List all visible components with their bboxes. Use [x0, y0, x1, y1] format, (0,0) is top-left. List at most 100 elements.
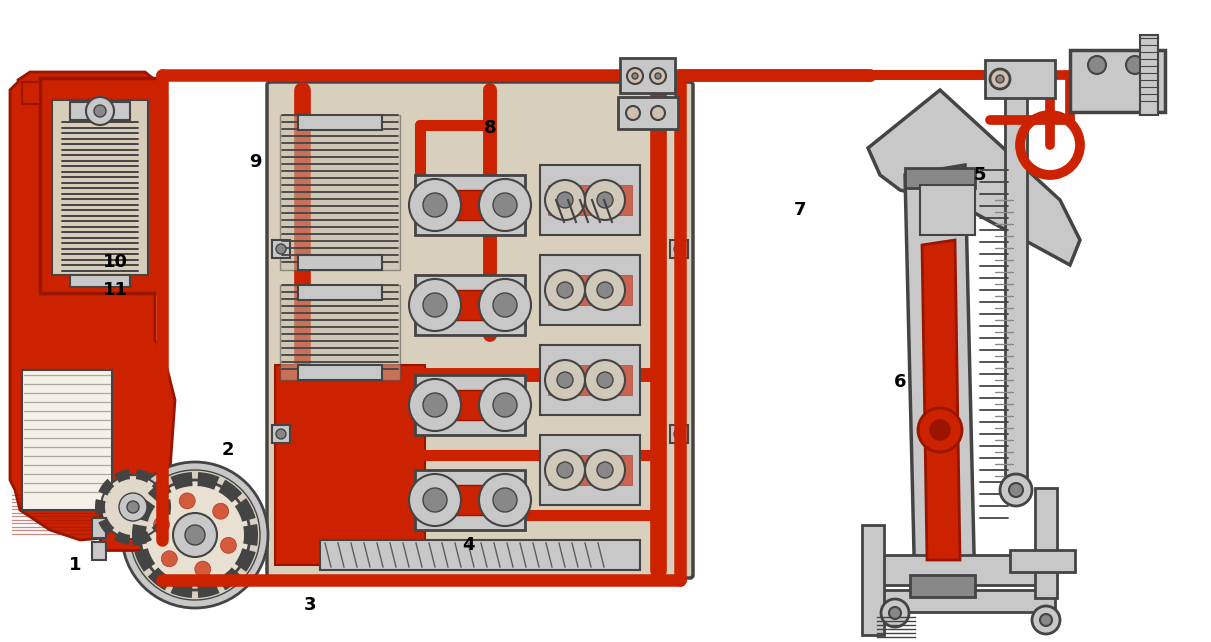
- Wedge shape: [98, 518, 114, 535]
- Bar: [540, 435, 639, 505]
- Bar: [905, 168, 975, 188]
- Bar: [40, 78, 160, 293]
- Text: 1: 1: [69, 556, 81, 574]
- Bar: [418, 290, 522, 320]
- Circle shape: [493, 393, 517, 417]
- Circle shape: [276, 429, 286, 439]
- Bar: [320, 540, 639, 570]
- Text: 2: 2: [222, 441, 234, 459]
- Bar: [418, 190, 522, 220]
- Wedge shape: [243, 524, 258, 546]
- Bar: [670, 425, 688, 443]
- Wedge shape: [151, 518, 167, 535]
- Circle shape: [585, 180, 625, 220]
- Circle shape: [545, 180, 585, 220]
- Circle shape: [493, 193, 517, 217]
- Circle shape: [1040, 614, 1052, 626]
- Bar: [415, 175, 526, 235]
- Polygon shape: [922, 240, 960, 560]
- Circle shape: [86, 97, 114, 125]
- Bar: [92, 518, 107, 538]
- Circle shape: [1087, 56, 1106, 74]
- Circle shape: [632, 73, 638, 79]
- Polygon shape: [868, 90, 1080, 265]
- Text: 11: 11: [103, 281, 127, 299]
- Wedge shape: [148, 568, 172, 591]
- Bar: [298, 285, 381, 300]
- Bar: [415, 470, 526, 530]
- Circle shape: [409, 179, 461, 231]
- Bar: [22, 82, 40, 104]
- Circle shape: [409, 279, 461, 331]
- Wedge shape: [235, 498, 256, 522]
- Bar: [418, 485, 522, 515]
- Circle shape: [626, 106, 639, 120]
- Bar: [22, 370, 111, 510]
- Circle shape: [276, 244, 286, 254]
- Circle shape: [179, 493, 195, 509]
- Bar: [920, 185, 975, 235]
- Circle shape: [995, 75, 1004, 83]
- Circle shape: [127, 501, 139, 513]
- Circle shape: [1126, 56, 1144, 74]
- Wedge shape: [218, 568, 242, 591]
- FancyBboxPatch shape: [266, 82, 693, 578]
- Bar: [418, 390, 522, 420]
- Circle shape: [627, 68, 643, 84]
- Wedge shape: [136, 469, 153, 483]
- Bar: [298, 115, 381, 130]
- Polygon shape: [905, 165, 975, 595]
- Text: 3: 3: [304, 596, 316, 614]
- Circle shape: [1000, 474, 1032, 506]
- Bar: [985, 60, 1055, 98]
- Circle shape: [545, 360, 585, 400]
- Bar: [101, 505, 176, 550]
- Circle shape: [597, 282, 613, 298]
- Wedge shape: [114, 469, 130, 483]
- Circle shape: [597, 462, 613, 478]
- Circle shape: [161, 551, 177, 567]
- Circle shape: [220, 537, 236, 553]
- Bar: [670, 240, 688, 258]
- Circle shape: [991, 69, 1010, 89]
- Circle shape: [480, 179, 530, 231]
- Wedge shape: [134, 498, 155, 522]
- Bar: [70, 102, 130, 120]
- Circle shape: [557, 192, 573, 208]
- Circle shape: [130, 470, 260, 600]
- Bar: [549, 455, 632, 485]
- Bar: [272, 425, 289, 443]
- Circle shape: [409, 379, 461, 431]
- Circle shape: [889, 607, 901, 619]
- Bar: [618, 97, 678, 129]
- Bar: [415, 375, 526, 435]
- Circle shape: [597, 372, 613, 388]
- Polygon shape: [10, 72, 176, 540]
- Bar: [1010, 550, 1075, 572]
- Bar: [549, 275, 632, 305]
- Bar: [1035, 488, 1057, 598]
- Wedge shape: [134, 548, 155, 572]
- Circle shape: [545, 270, 585, 310]
- Wedge shape: [197, 580, 219, 598]
- Bar: [862, 525, 884, 635]
- Wedge shape: [151, 479, 167, 496]
- Wedge shape: [197, 472, 219, 490]
- Bar: [876, 555, 1045, 585]
- Bar: [70, 275, 130, 287]
- Circle shape: [650, 68, 666, 84]
- Wedge shape: [136, 531, 153, 545]
- Bar: [549, 185, 632, 215]
- Text: 9: 9: [248, 153, 262, 171]
- Circle shape: [122, 462, 268, 608]
- Circle shape: [119, 493, 147, 521]
- Bar: [415, 275, 526, 335]
- Bar: [1071, 50, 1165, 112]
- Wedge shape: [94, 499, 105, 515]
- Bar: [1140, 35, 1158, 115]
- Circle shape: [652, 106, 665, 120]
- Text: 10: 10: [103, 253, 127, 271]
- Circle shape: [585, 270, 625, 310]
- Wedge shape: [171, 472, 193, 490]
- Circle shape: [557, 372, 573, 388]
